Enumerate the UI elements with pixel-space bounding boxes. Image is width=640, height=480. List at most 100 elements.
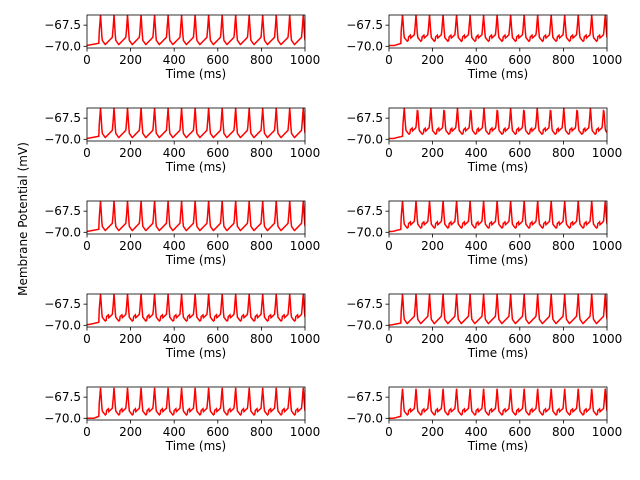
y-tick-label: −70.0 (44, 39, 81, 53)
y-tick-label: −67.5 (346, 111, 383, 125)
x-tick-label: 1000 (592, 425, 623, 439)
x-tick-label: 600 (206, 239, 229, 253)
x-tick-label: 0 (385, 425, 393, 439)
x-tick-label: 200 (119, 332, 142, 346)
axes-frame (86, 293, 306, 328)
y-tick-label: −70.0 (44, 225, 81, 239)
membrane-trace-line (389, 15, 607, 47)
panel-row4-left: 0 200 400 600 800 1000 −70.0 −67.5 Time (ms) (44, 293, 320, 360)
x-axis-label: Time (ms) (165, 160, 227, 174)
x-tick-label: 600 (508, 332, 531, 346)
shared-y-axis-label: Membrane Potential (mV) (16, 142, 30, 296)
x-axis-label: Time (ms) (467, 439, 529, 453)
x-tick-label: 400 (163, 239, 186, 253)
membrane-trace-line (389, 388, 607, 420)
panel-row3-left: 0 200 400 600 800 1000 −70.0 −67.5 Time (ms) (44, 200, 321, 267)
panel-row2-right: 0 200 400 600 800 1000 −70.0 −67.5 Time (ms) (346, 107, 623, 174)
x-tick-label: 600 (206, 425, 229, 439)
x-tick-label: 1000 (592, 146, 623, 160)
x-tick-label: 200 (119, 239, 142, 253)
x-tick-label: 200 (119, 425, 142, 439)
x-tick-label: 400 (163, 332, 186, 346)
x-tick-label: 0 (83, 53, 91, 67)
x-tick-label: 400 (163, 146, 186, 160)
x-tick-label: 1000 (290, 239, 321, 253)
x-axis-label: Time (ms) (467, 253, 529, 267)
axes-frame (86, 107, 306, 142)
x-tick-label: 1000 (592, 239, 623, 253)
axes-frame (388, 200, 608, 235)
panel-row3-right: 0 200 400 600 800 1000 −70.0 −67.5 Time (ms) (346, 200, 623, 267)
x-tick-label: 400 (465, 425, 488, 439)
x-axis-label: Time (ms) (467, 160, 529, 174)
axes-frame (388, 107, 608, 142)
y-tick-label: −67.5 (44, 297, 81, 311)
panel-row5-left: 0 200 400 600 800 1000 −70.0 −67.5 Time (ms) (44, 386, 321, 453)
x-tick-label: 0 (385, 146, 393, 160)
x-tick-label: 200 (421, 332, 444, 346)
x-tick-label: 800 (250, 332, 273, 346)
x-tick-label: 0 (385, 53, 393, 67)
x-axis-label: Time (ms) (165, 253, 227, 267)
x-tick-label: 200 (119, 146, 142, 160)
x-tick-label: 400 (465, 146, 488, 160)
y-tick-label: −67.5 (346, 297, 383, 311)
panel-row5-right: 0 200 400 600 800 1000 −70.0 −67.5 Time (ms) (346, 386, 623, 453)
y-tick-label: −70.0 (44, 318, 81, 332)
panels: 0 200 400 600 800 1000 −70.0 −67.5 Time (ms) 0 200… (44, 14, 623, 453)
y-tick-label: −67.5 (346, 18, 383, 32)
axes-frame (86, 200, 306, 235)
membrane-trace-line (87, 108, 305, 140)
x-tick-label: 800 (250, 146, 273, 160)
x-tick-label: 1000 (592, 53, 623, 67)
x-tick-label: 600 (206, 146, 229, 160)
x-tick-label: 400 (163, 425, 186, 439)
x-tick-label: 200 (421, 425, 444, 439)
x-tick-label: 0 (83, 146, 91, 160)
x-tick-label: 1000 (290, 425, 321, 439)
y-tick-label: −70.0 (44, 132, 81, 146)
y-tick-label: −67.5 (44, 18, 81, 32)
x-tick-label: 400 (465, 332, 488, 346)
x-tick-label: 0 (83, 239, 91, 253)
axes-frame (86, 14, 306, 49)
x-axis-label: Time (ms) (165, 439, 227, 453)
y-tick-label: −70.0 (346, 225, 383, 239)
membrane-trace-line (389, 108, 607, 140)
x-tick-label: 0 (83, 425, 91, 439)
x-tick-label: 600 (206, 53, 229, 67)
membrane-trace-line (87, 15, 305, 47)
axes-frame (388, 293, 608, 328)
x-tick-label: 600 (508, 239, 531, 253)
axes-frame (388, 14, 608, 49)
membrane-trace-line (389, 294, 607, 327)
y-tick-label: −67.5 (346, 204, 383, 218)
x-tick-label: 800 (552, 425, 575, 439)
x-tick-label: 200 (421, 239, 444, 253)
x-axis-label: Time (ms) (467, 346, 529, 360)
x-tick-label: 600 (508, 53, 531, 67)
x-tick-label: 200 (421, 53, 444, 67)
x-tick-label: 800 (552, 146, 575, 160)
y-tick-label: −67.5 (44, 111, 81, 125)
y-tick-label: −70.0 (346, 411, 383, 425)
x-tick-label: 0 (385, 239, 393, 253)
x-tick-label: 0 (385, 332, 393, 346)
x-tick-label: 1000 (592, 332, 623, 346)
x-tick-label: 0 (83, 332, 91, 346)
x-tick-label: 800 (250, 425, 273, 439)
x-tick-label: 800 (552, 239, 575, 253)
x-tick-label: 400 (465, 53, 488, 67)
axes-frame (388, 386, 608, 421)
membrane-trace-line (389, 201, 607, 233)
x-tick-label: 1000 (290, 53, 321, 67)
panel-row1-right: 0 200 400 600 800 1000 −70.0 −67.5 Time (ms) (346, 14, 623, 81)
panel-row4-right: 0 200 400 600 800 1000 −70.0 −67.5 Time (ms) (346, 293, 623, 360)
x-tick-label: 800 (250, 239, 273, 253)
axes-frame (86, 386, 306, 421)
panel-row2-left: 0 200 400 600 800 1000 −70.0 −67.5 Time (ms) (44, 107, 320, 174)
x-tick-label: 400 (465, 239, 488, 253)
x-tick-label: 200 (119, 53, 142, 67)
